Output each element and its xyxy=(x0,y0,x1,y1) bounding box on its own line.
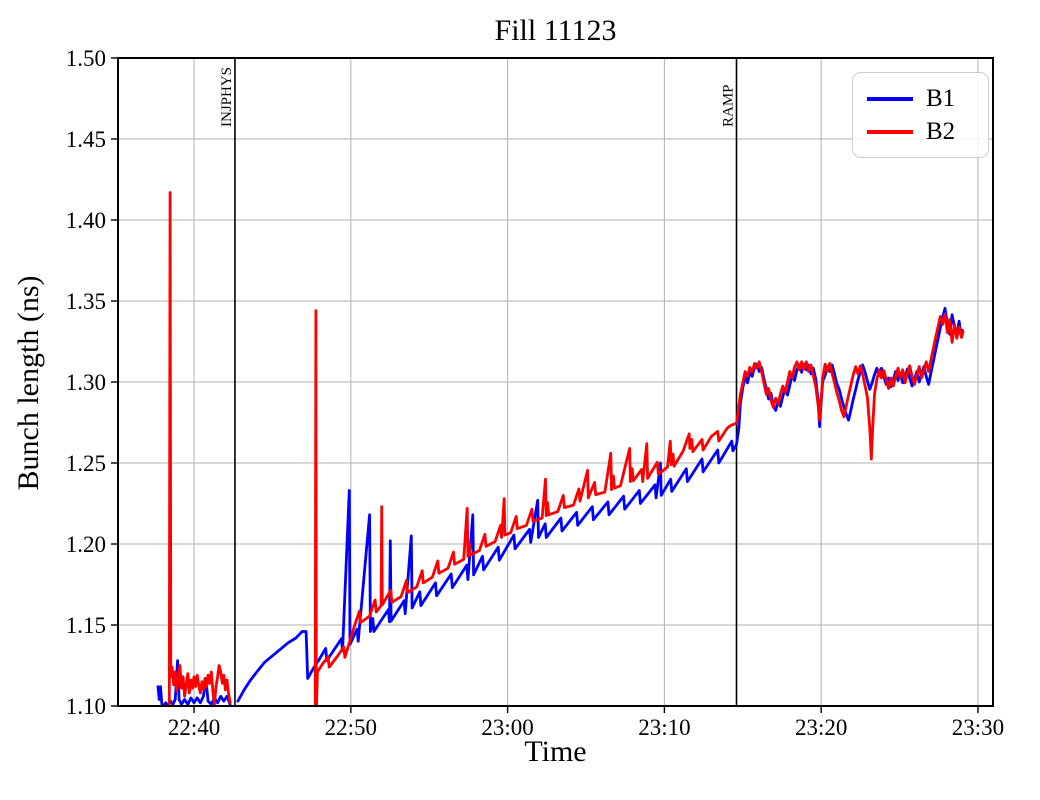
y-tick-label: 1.40 xyxy=(66,208,106,233)
legend-item-b2: B2 xyxy=(867,119,974,144)
event-lines: INJPHYS RAMP xyxy=(219,58,738,706)
axis-ticks xyxy=(111,57,979,713)
series-b2 xyxy=(167,191,965,706)
event-label-ramp: RAMP xyxy=(721,84,737,127)
x-tick-label: 23:00 xyxy=(481,715,533,740)
y-tick-label: 1.10 xyxy=(66,694,106,719)
legend-label-b1: B1 xyxy=(926,85,956,112)
legend: B1 B2 xyxy=(852,72,989,158)
x-tick-label: 23:10 xyxy=(638,715,690,740)
y-tick-label: 1.25 xyxy=(66,451,106,476)
x-tick-label: 23:30 xyxy=(952,715,1004,740)
b2-line-swatch xyxy=(867,129,913,134)
x-tick-label: 22:40 xyxy=(168,715,220,740)
y-tick-label: 1.50 xyxy=(66,46,106,71)
x-tick-label: 23:20 xyxy=(795,715,847,740)
x-axis-label: Time xyxy=(524,735,587,768)
y-tick-label: 1.35 xyxy=(66,289,106,314)
chart-title: Fill 11123 xyxy=(494,14,617,47)
series-lines xyxy=(156,191,965,706)
y-axis-label: Bunch length (ns) xyxy=(12,275,45,491)
x-tick-label: 22:50 xyxy=(325,715,377,740)
legend-item-b1: B1 xyxy=(867,86,974,111)
y-tick-label: 1.15 xyxy=(66,613,106,638)
y-tick-label: 1.30 xyxy=(66,370,106,395)
legend-label-b2: B2 xyxy=(926,118,956,145)
b1-line-swatch xyxy=(867,96,913,101)
event-label-injphys: INJPHYS xyxy=(219,67,235,127)
y-tick-label: 1.45 xyxy=(66,127,106,152)
tick-labels: 22:40 22:50 23:00 23:10 23:20 23:30 1.10 1.15 1.… xyxy=(66,46,1004,740)
y-tick-label: 1.20 xyxy=(66,532,106,557)
